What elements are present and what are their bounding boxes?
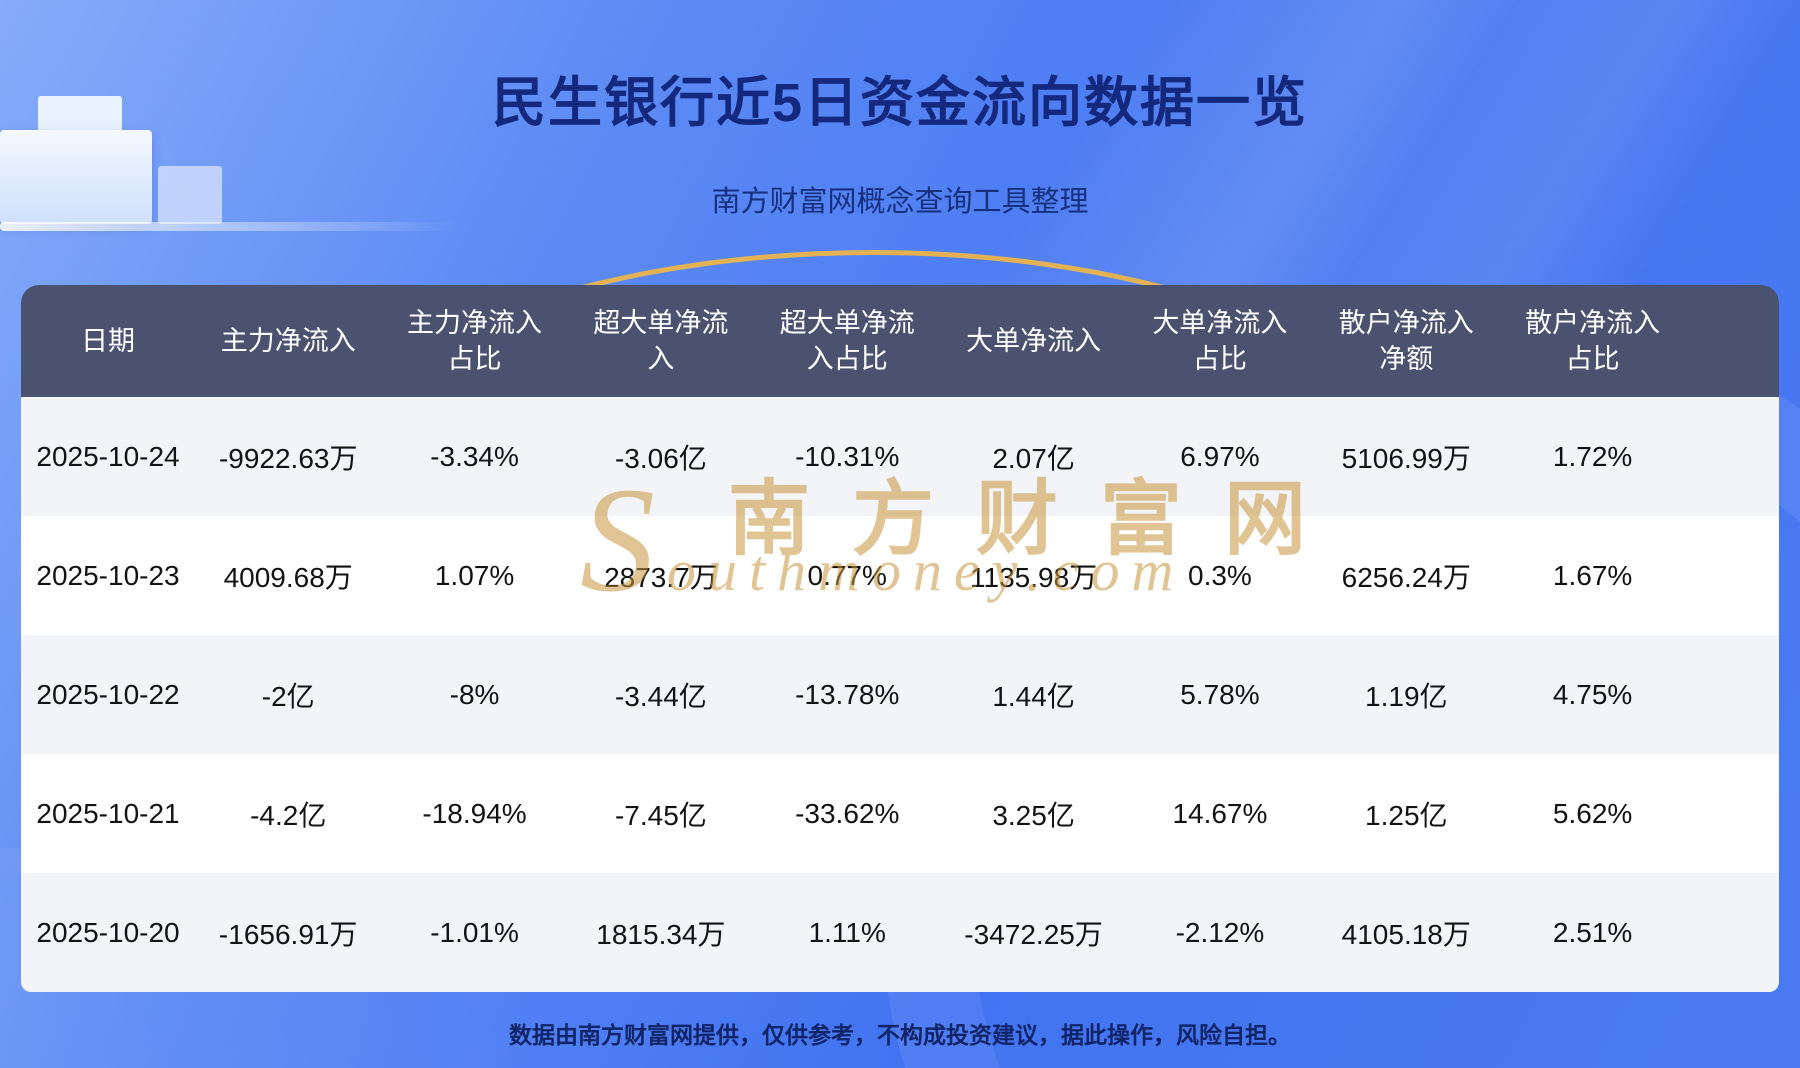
value-cell: -4.2亿	[250, 799, 327, 831]
value-cell: 14.67%	[1172, 797, 1268, 829]
value-cell: -2.12%	[1175, 916, 1265, 948]
value-cell: 1.25亿	[1365, 799, 1448, 831]
building-platform-decoration	[0, 222, 460, 231]
table-row: 2025-10-24 -9922.63万 -3.34% -3.06亿 -10.31% 2.…	[21, 397, 1779, 516]
date-cell: 2025-10-20	[36, 916, 180, 948]
value-cell: -8%	[449, 678, 500, 710]
column-header: 散户净流入净额	[1313, 285, 1500, 397]
value-cell: 4.75%	[1552, 678, 1633, 710]
value-cell: 2873.7万	[604, 561, 718, 593]
date-cell: 2025-10-22	[36, 678, 180, 710]
table-row: 2025-10-23 4009.68万 1.07% 2873.7万 0.77% 1135.…	[21, 516, 1779, 635]
value-cell: 1.44亿	[992, 680, 1075, 712]
value-cell: -3472.25万	[964, 918, 1103, 950]
value-cell: -1.01%	[430, 916, 519, 948]
value-cell: 6.97%	[1180, 440, 1260, 472]
fund-flow-table: 日期 主力净流入 主力净流入占比 超大单净流入 超大单净流入占比 大单净流入 大单净流入占比…	[21, 285, 1779, 992]
column-header: 超大单净流入	[567, 285, 755, 397]
value-cell: -3.34%	[430, 440, 519, 472]
value-cell: 0.3%	[1188, 559, 1252, 591]
value-cell: 4009.68万	[223, 561, 353, 593]
date-cell: 2025-10-21	[36, 797, 180, 829]
table-header-row: 日期 主力净流入 主力净流入占比 超大单净流入 超大单净流入占比 大单净流入 大单净流入占比…	[21, 285, 1779, 397]
date-cell: 2025-10-24	[36, 440, 180, 472]
table-row: 2025-10-22 -2亿 -8% -3.44亿 -13.78% 1.44亿 5.78% 1…	[21, 635, 1779, 754]
value-cell: -1656.91万	[218, 918, 358, 950]
column-header: 主力净流入占比	[381, 285, 568, 397]
value-cell: 0.77%	[807, 559, 887, 591]
page-subtitle: 南方财富网概念查询工具整理	[711, 186, 1089, 218]
value-cell: -3.06亿	[614, 442, 707, 474]
value-cell: 1.72%	[1552, 440, 1633, 472]
value-cell: 6256.24万	[1341, 561, 1471, 593]
value-cell: -3.44亿	[614, 680, 707, 712]
fund-flow-table-grid: 日期 主力净流入 主力净流入占比 超大单净流入 超大单净流入占比 大单净流入 大单净流入占比…	[21, 285, 1779, 992]
value-cell: 1.19亿	[1365, 680, 1448, 712]
value-cell: 5106.99万	[1341, 442, 1471, 474]
column-header: 散户净流入占比	[1499, 285, 1686, 397]
value-cell: -7.45亿	[614, 799, 707, 831]
value-cell: 2.07亿	[992, 442, 1075, 474]
row-spacer	[1686, 754, 1779, 873]
value-cell: -2亿	[261, 680, 315, 712]
date-cell: 2025-10-23	[36, 559, 180, 591]
value-cell: 3.25亿	[992, 799, 1075, 831]
row-spacer	[1686, 397, 1779, 516]
value-cell: 1.11%	[808, 916, 886, 948]
value-cell: 1815.34万	[596, 918, 726, 950]
header-spacer	[1685, 285, 1779, 397]
column-header: 主力净流入	[195, 285, 382, 397]
column-header: 日期	[21, 285, 196, 397]
page-title: 民生银行近5日资金流向数据一览	[491, 73, 1309, 133]
table-row: 2025-10-20 -1656.91万 -1.01% 1815.34万 1.11% -3…	[21, 873, 1779, 992]
value-cell: 5.62%	[1552, 797, 1633, 829]
value-cell: 1.67%	[1552, 559, 1633, 591]
disclaimer-text: 数据由南方财富网提供，仅供参考，不构成投资建议，据此操作，风险自担。	[509, 1022, 1291, 1048]
value-cell: 4105.18万	[1341, 918, 1471, 950]
value-cell: 1.07%	[434, 559, 515, 591]
value-cell: 1135.98万	[970, 561, 1098, 593]
value-cell: -13.78%	[795, 678, 900, 710]
row-spacer	[1686, 635, 1779, 754]
column-header: 超大单净流入占比	[754, 285, 941, 397]
row-spacer	[1686, 873, 1779, 992]
value-cell: -18.94%	[422, 797, 527, 829]
table-row: 2025-10-21 -4.2亿 -18.94% -7.45亿 -33.62% 3.25亿…	[21, 754, 1779, 873]
value-cell: 2.51%	[1552, 916, 1633, 948]
column-header: 大单净流入	[940, 285, 1127, 397]
value-cell: -33.62%	[795, 797, 900, 829]
value-cell: -10.31%	[795, 440, 900, 472]
value-cell: -9922.63万	[218, 442, 358, 474]
column-header: 大单净流入占比	[1126, 285, 1314, 397]
value-cell: 5.78%	[1180, 678, 1260, 710]
row-spacer	[1686, 516, 1779, 635]
